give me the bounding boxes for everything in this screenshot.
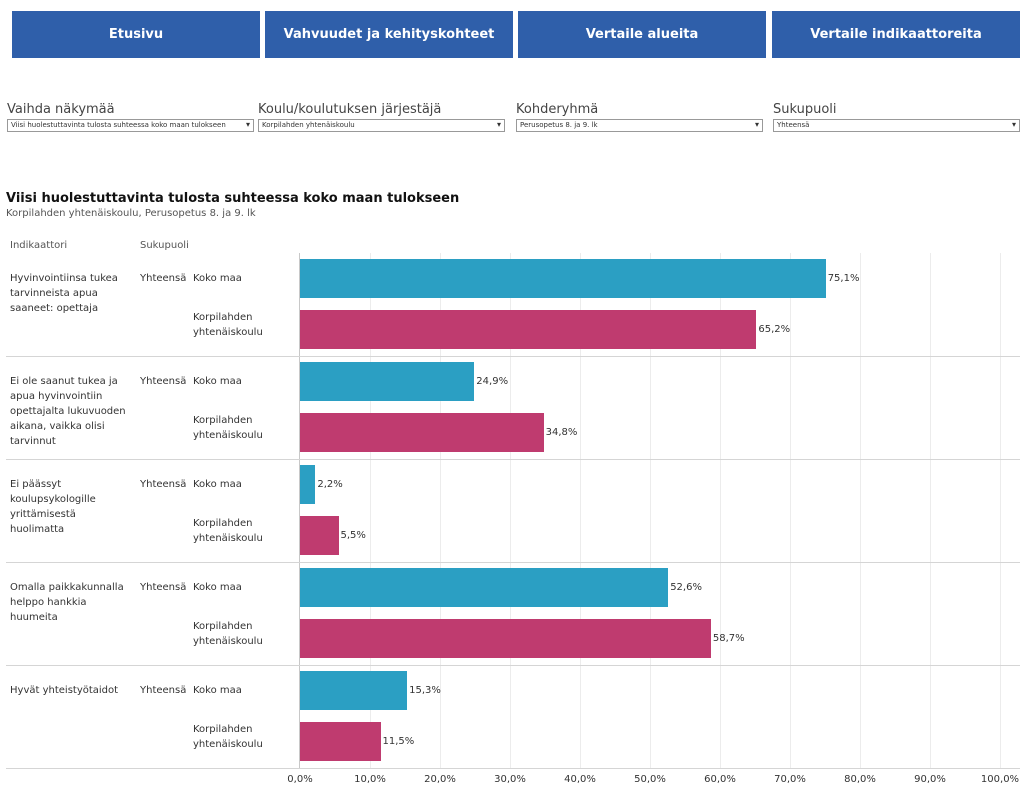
- filter-dropdown[interactable]: Korpilahden yhtenäiskoulu: [258, 119, 505, 132]
- value-label: 65,2%: [758, 324, 791, 335]
- x-tick-label: 80,0%: [844, 774, 876, 785]
- series-label: Koko maa: [193, 479, 242, 490]
- series-label: Korpilahden yhtenäiskoulu: [193, 724, 263, 750]
- grid-line: [790, 253, 791, 768]
- filter-dropdown[interactable]: Viisi huolestuttavinta tulosta suhteessa…: [7, 119, 254, 132]
- value-label: 2,2%: [317, 479, 343, 490]
- nav-button[interactable]: Vertaile alueita: [518, 11, 766, 58]
- x-tick-label: 10,0%: [354, 774, 386, 785]
- bar: [300, 413, 544, 452]
- row-divider: [6, 356, 1020, 357]
- indicator-label: Hyvinvointiinsa tukea tarvinneista apua …: [10, 273, 118, 314]
- filter-dropdown[interactable]: Perusopetus 8. ja 9. lk: [516, 119, 763, 132]
- indicator-label: Ei päässyt koulupsykologille yrittämises…: [10, 479, 96, 535]
- grid-line: [580, 253, 581, 768]
- row-divider: [6, 562, 1020, 563]
- grid-line: [860, 253, 861, 768]
- series-label: Koko maa: [193, 273, 242, 284]
- filter-dropdown[interactable]: Yhteensä: [773, 119, 1020, 132]
- nav-button[interactable]: Etusivu: [12, 11, 260, 58]
- nav-button[interactable]: Vahvuudet ja kehityskohteet: [265, 11, 513, 58]
- series-label: Koko maa: [193, 685, 242, 696]
- bar: [300, 465, 316, 504]
- grid-line: [930, 253, 931, 768]
- bar: [300, 310, 757, 349]
- filter-label: Sukupuoli: [773, 102, 837, 117]
- chart-title: Viisi huolestuttavinta tulosta suhteessa…: [6, 191, 460, 206]
- value-label: 58,7%: [712, 633, 745, 644]
- gender-label: Yhteensä: [140, 376, 187, 387]
- column-header: Indikaattori: [10, 240, 68, 251]
- x-tick-label: 70,0%: [774, 774, 806, 785]
- value-label: 52,6%: [670, 582, 702, 593]
- x-tick-label: 60,0%: [704, 774, 736, 785]
- grid-line: [370, 253, 371, 768]
- grid-line: [440, 253, 441, 768]
- plot-border: [299, 253, 300, 768]
- series-label: Korpilahden yhtenäiskoulu: [193, 415, 263, 441]
- value-label: 34,8%: [545, 427, 578, 438]
- grid-line: [1000, 253, 1001, 768]
- value-label: 75,1%: [827, 273, 860, 284]
- nav-button[interactable]: Vertaile indikaattoreita: [772, 11, 1020, 58]
- x-tick-label: 40,0%: [564, 774, 596, 785]
- value-label: 15,3%: [409, 685, 441, 696]
- x-tick-label: 20,0%: [424, 774, 456, 785]
- chart-subtitle: Korpilahden yhtenäiskoulu, Perusopetus 8…: [6, 208, 256, 219]
- value-label: 5,5%: [340, 530, 366, 541]
- column-header: Sukupuoli: [140, 240, 189, 251]
- bar: [300, 722, 381, 761]
- grid-line: [510, 253, 511, 768]
- x-tick-label: 100,0%: [980, 774, 1020, 785]
- indicator-label: Hyvät yhteistyötaidot: [10, 685, 119, 696]
- indicator-label: Omalla paikkakunnalla helppo hankkia huu…: [10, 582, 124, 623]
- gender-label: Yhteensä: [140, 685, 187, 696]
- series-label: Korpilahden yhtenäiskoulu: [193, 621, 263, 647]
- gender-label: Yhteensä: [140, 273, 187, 284]
- x-tick-label: 90,0%: [914, 774, 946, 785]
- series-label: Korpilahden yhtenäiskoulu: [193, 518, 263, 544]
- gender-label: Yhteensä: [140, 582, 187, 593]
- row-divider: [6, 665, 1020, 666]
- row-divider: [6, 768, 1020, 769]
- filter-label: Vaihda näkymää: [7, 102, 115, 117]
- filter-label: Kohderyhmä: [516, 102, 599, 117]
- series-label: Koko maa: [193, 376, 242, 387]
- series-label: Koko maa: [193, 582, 242, 593]
- filter-label: Koulu/koulutuksen järjestäjä: [258, 102, 442, 117]
- bar: [300, 516, 339, 555]
- row-divider: [6, 459, 1020, 460]
- x-tick-label: 0,0%: [287, 774, 313, 785]
- x-tick-label: 30,0%: [494, 774, 526, 785]
- bar: [300, 568, 669, 607]
- grid-line: [720, 253, 721, 768]
- value-label: 24,9%: [476, 376, 509, 387]
- series-label: Korpilahden yhtenäiskoulu: [193, 312, 263, 338]
- bar: [300, 671, 408, 710]
- grid-line: [650, 253, 651, 768]
- indicator-label: Ei ole saanut tukea ja apua hyvinvointii…: [10, 376, 126, 447]
- bar: [300, 619, 711, 658]
- bar: [300, 259, 826, 298]
- value-label: 11,5%: [382, 736, 415, 747]
- gender-label: Yhteensä: [140, 479, 187, 490]
- x-tick-label: 50,0%: [634, 774, 666, 785]
- bar: [300, 362, 475, 401]
